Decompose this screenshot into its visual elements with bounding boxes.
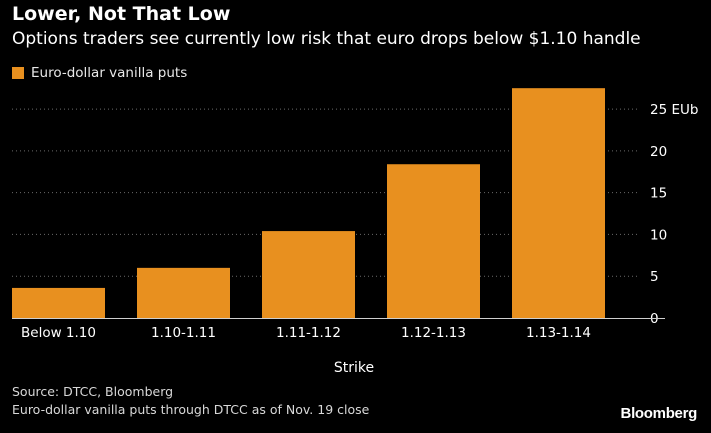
- legend-swatch: [12, 67, 24, 79]
- y-tick-label: 20: [650, 144, 667, 160]
- bar: [137, 267, 230, 318]
- bar: [262, 231, 355, 318]
- chart-subtitle: Options traders see currently low risk t…: [12, 29, 641, 49]
- x-tick-label: 1.10-1.11: [151, 325, 216, 341]
- bloomberg-logo: Bloomberg: [620, 405, 698, 422]
- bar: [387, 164, 480, 318]
- x-tick-label: 1.13-1.14: [526, 325, 591, 341]
- y-tick-label: 25 EUb: [650, 102, 698, 118]
- x-axis-title: Strike: [334, 360, 374, 376]
- y-tick-label: 10: [650, 227, 667, 243]
- x-tick-label: 1.12-1.13: [401, 325, 466, 341]
- bar: [512, 88, 605, 318]
- x-tick-label: Below 1.10: [21, 325, 96, 341]
- source-note: Source: DTCC, Bloomberg: [12, 384, 174, 399]
- legend: Euro-dollar vanilla puts: [12, 65, 187, 81]
- bar: [12, 287, 105, 318]
- data-note: Euro-dollar vanilla puts through DTCC as…: [12, 402, 370, 417]
- legend-label: Euro-dollar vanilla puts: [31, 65, 188, 81]
- y-tick-label: 5: [650, 269, 659, 285]
- chart-title: Lower, Not That Low: [12, 3, 231, 25]
- y-tick-label: 15: [650, 186, 667, 202]
- x-tick-label: 1.11-1.12: [276, 325, 341, 341]
